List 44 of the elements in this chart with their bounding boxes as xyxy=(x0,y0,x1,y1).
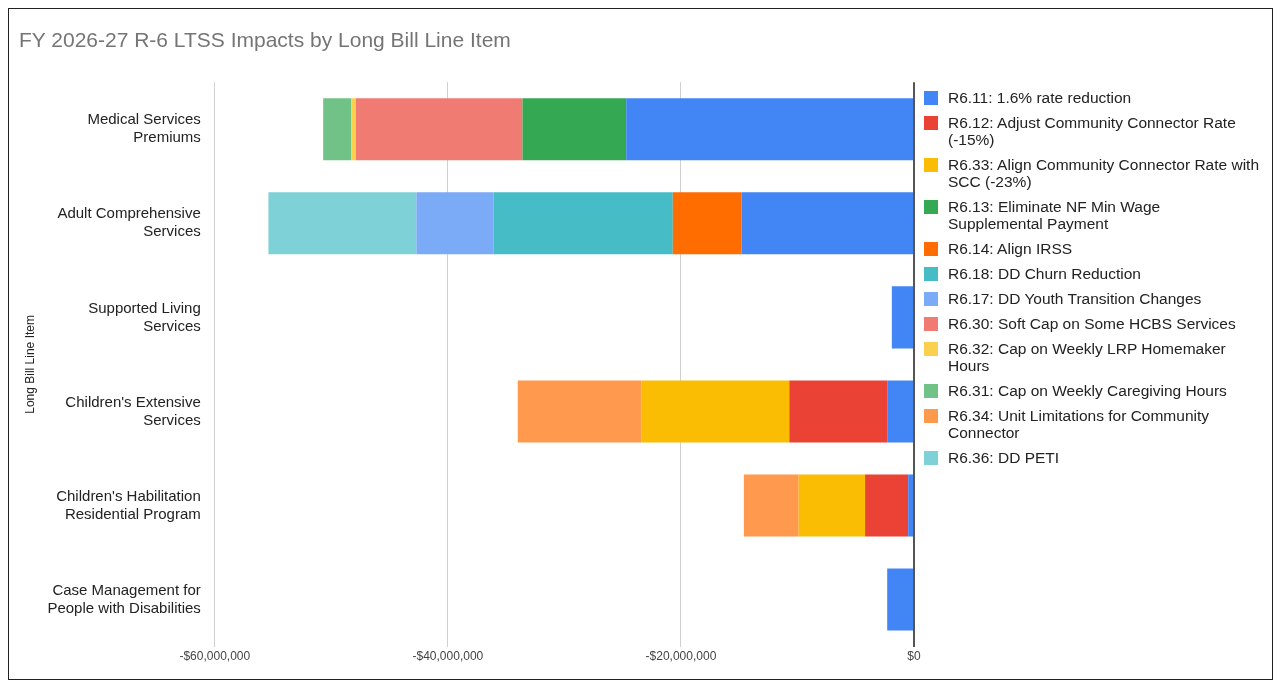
legend-label: R6.13: Eliminate NF Min Wage Supplemental Payment xyxy=(948,198,1162,232)
bar xyxy=(641,380,790,443)
y-tick-label: Medical Services Premiums xyxy=(87,110,201,146)
y-tick-label: Children's Extensive Services xyxy=(65,392,201,428)
legend-label: R6.34: Unit Limitations for Community Connector xyxy=(948,407,1210,441)
bar xyxy=(891,286,913,349)
legend-label: R6.18: DD Churn Reduction xyxy=(948,265,1141,282)
legend-label: R6.31: Cap on Weekly Caregiving Hours xyxy=(948,382,1227,399)
bar xyxy=(741,192,913,255)
y-axis-title: Long Bill Line Item xyxy=(22,315,37,414)
y-tick-label: Case Management for People with Disabilities xyxy=(47,580,201,616)
bar xyxy=(268,192,417,255)
bar xyxy=(355,98,523,161)
legend-label: R6.17: DD Youth Transition Changes xyxy=(948,290,1202,307)
bar xyxy=(517,380,642,443)
bar xyxy=(522,98,627,161)
bar xyxy=(626,98,913,161)
bar xyxy=(493,192,673,255)
bar xyxy=(798,474,866,537)
y-tick-label: Supported Living Services xyxy=(88,298,201,334)
bar xyxy=(743,474,799,537)
bar xyxy=(789,380,888,443)
x-tick-label: -$40,000,000 xyxy=(412,649,484,664)
legend-label: R6.36: DD PETI xyxy=(948,449,1060,466)
legend-label: R6.33: Align Community Connector Rate with SCC (-23%) xyxy=(948,156,1260,190)
chart-title: FY 2026-27 R-6 LTSS Impacts by Long Bill Line Item xyxy=(19,28,511,52)
x-tick-label: -$60,000,000 xyxy=(179,649,251,664)
bar xyxy=(672,192,742,255)
bar xyxy=(887,568,913,631)
bar xyxy=(351,98,356,161)
x-tick-label: $0 xyxy=(907,649,921,664)
legend-label: R6.32: Cap on Weekly LRP Homemaker Hours xyxy=(948,340,1227,374)
legend-label: R6.30: Soft Cap on Some HCBS Services xyxy=(948,315,1236,332)
legend-label: R6.11: 1.6% rate reduction xyxy=(948,89,1132,106)
bar xyxy=(323,98,352,161)
bar xyxy=(908,474,913,537)
legend-label: R6.12: Adjust Community Connector Rate (-15%) xyxy=(948,114,1237,148)
legend-label: R6.14: Align IRSS xyxy=(948,240,1073,257)
x-tick-label: -$20,000,000 xyxy=(645,649,717,664)
bar xyxy=(887,380,913,443)
y-tick-label: Children's Habilitation Residential Program xyxy=(56,486,201,522)
y-tick-label: Adult Comprehensive Services xyxy=(57,204,201,240)
bar xyxy=(416,192,494,255)
bar xyxy=(865,474,909,537)
